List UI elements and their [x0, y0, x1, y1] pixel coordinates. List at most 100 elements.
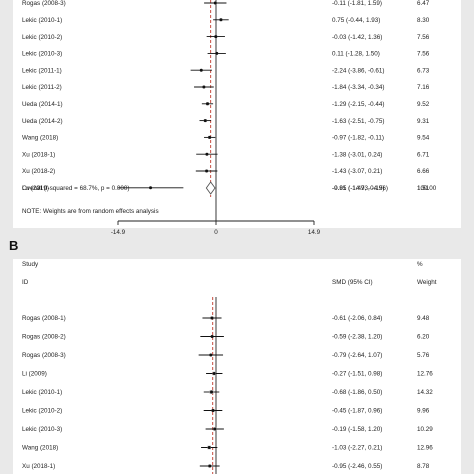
- ci-text: -9.95 (-14.93, -4.96): [332, 185, 388, 192]
- ci-text: -2.24 (-3.86, -0.61): [332, 67, 385, 74]
- study-label: Lekic (2010-2): [22, 34, 62, 41]
- x-tick-label: -14.9: [111, 229, 126, 236]
- weight-text: 12.76: [417, 371, 433, 378]
- ci-text: -0.79 (-2.64, 1.07): [332, 352, 382, 359]
- x-tick-label: 14.9: [308, 229, 321, 236]
- point-estimate: [213, 427, 217, 431]
- weight-text: 9.52: [417, 101, 430, 108]
- weight-text: 6.20: [417, 334, 430, 341]
- study-label: Lekic (2011-2): [22, 84, 62, 91]
- header-percent: %: [417, 261, 423, 268]
- point-estimate: [219, 18, 223, 22]
- study-label: Wang (2018): [22, 445, 58, 452]
- study-label: Rogas (2008-3): [22, 352, 66, 359]
- ci-text: -0.45 (-1.87, 0.96): [332, 408, 382, 415]
- weight-text: 6.73: [417, 67, 430, 74]
- ci-text: -1.38 (-3.01, 0.24): [332, 151, 382, 158]
- point-estimate: [203, 119, 207, 123]
- study-label: Rogas (2008-3): [22, 0, 66, 7]
- weight-text: 7.16: [417, 84, 430, 91]
- point-estimate: [205, 169, 209, 173]
- weight-text: 7.56: [417, 51, 430, 58]
- ci-text: -0.95 (-2.46, 0.55): [332, 463, 382, 470]
- point-estimate: [215, 51, 219, 55]
- weight-text: 6.47: [417, 0, 430, 7]
- x-tick-label: 0: [214, 229, 218, 236]
- weight-text: 8.30: [417, 17, 430, 24]
- point-estimate: [210, 316, 214, 320]
- study-label: Lekic (2010-1): [22, 17, 62, 24]
- point-estimate: [210, 335, 214, 338]
- study-label: Li (2009): [22, 371, 47, 378]
- point-estimate: [208, 464, 212, 468]
- weight-text: 9.54: [417, 135, 430, 142]
- ci-text: -1.84 (-3.34, -0.34): [332, 84, 385, 91]
- weight-text: 8.78: [417, 463, 430, 470]
- study-label: Lekic (2010-2): [22, 408, 62, 415]
- ci-text: -1.03 (-2.27, 0.21): [332, 445, 382, 452]
- weight-text: 1.51: [417, 185, 430, 192]
- ci-text: -0.19 (-1.58, 1.20): [332, 426, 382, 433]
- ci-text: 0.75 (-0.44, 1.93): [332, 17, 380, 24]
- ci-text: -0.03 (-1.42, 1.36): [332, 34, 382, 41]
- weight-text: 9.48: [417, 315, 430, 322]
- point-estimate: [209, 353, 213, 357]
- study-label: Lekic (2011-1): [22, 67, 62, 74]
- header-id: ID: [22, 279, 29, 286]
- point-estimate: [206, 102, 210, 106]
- ci-text: -0.61 (-2.06, 0.84): [332, 315, 382, 322]
- weight-text: 9.31: [417, 118, 430, 125]
- ci-text: 0.11 (-1.28, 1.50): [332, 51, 380, 58]
- weight-text: 10.29: [417, 426, 433, 433]
- study-label: Lekic (2010-3): [22, 426, 62, 433]
- study-label: Wang (2018): [22, 135, 58, 142]
- overall-diamond: [205, 181, 216, 195]
- study-label: Xu (2018-2): [22, 168, 55, 175]
- weights-note: NOTE: Weights are from random effects an…: [22, 208, 159, 215]
- ci-text: -1.29 (-2.15, -0.44): [332, 101, 385, 108]
- weight-text: 9.96: [417, 408, 430, 415]
- header-ci: SMD (95% CI): [332, 279, 373, 286]
- overall-label: Overall (I-squared = 68.7%, p = 0.000): [22, 185, 129, 192]
- study-label: Lekic (2010-3): [22, 51, 62, 58]
- panel-background: [13, 259, 461, 474]
- study-label: Rogas (2008-1): [22, 315, 66, 322]
- overall-weight-text: 100.00: [417, 185, 437, 192]
- ci-text: -1.43 (-3.07, 0.21): [332, 168, 382, 175]
- study-label: Lekic (2010-1): [22, 389, 62, 396]
- point-estimate: [202, 85, 206, 89]
- study-label: Xu (2018-1): [22, 151, 55, 158]
- overall-ci-text: -0.81 (-1.47, -0.15): [332, 185, 385, 192]
- ci-text: -1.63 (-2.51, -0.75): [332, 118, 385, 125]
- weight-text: 6.71: [417, 151, 430, 158]
- weight-text: 14.32: [417, 389, 433, 396]
- point-estimate: [214, 35, 218, 39]
- ci-text: -0.68 (-1.86, 0.50): [332, 389, 382, 396]
- weight-text: 7.56: [417, 34, 430, 41]
- point-estimate: [213, 1, 217, 5]
- study-label: Ueda (2014-1): [22, 101, 63, 108]
- weight-text: 12.96: [417, 445, 433, 452]
- ci-text: -0.11 (-1.81, 1.59): [332, 0, 382, 7]
- weight-text: 6.66: [417, 168, 430, 175]
- point-estimate: [212, 372, 216, 375]
- point-estimate: [207, 446, 211, 449]
- ci-text: -0.97 (-1.82, -0.11): [332, 135, 384, 142]
- point-estimate: [149, 186, 153, 190]
- panel-background: [13, 0, 461, 228]
- study-label: Ueda (2014-2): [22, 118, 63, 125]
- weight-text: 5.76: [417, 352, 430, 359]
- header-study: Study: [22, 261, 39, 268]
- point-estimate: [211, 409, 215, 412]
- study-label: Xu (2018-1): [22, 463, 55, 470]
- header-weight: Weight: [417, 279, 437, 286]
- ci-text: -0.59 (-2.38, 1.20): [332, 334, 382, 341]
- point-estimate: [205, 152, 209, 156]
- panel-letter: B: [9, 238, 18, 253]
- point-estimate: [210, 390, 214, 394]
- study-label: Rogas (2008-2): [22, 334, 66, 341]
- ci-text: -0.27 (-1.51, 0.98): [332, 371, 382, 378]
- point-estimate: [208, 135, 212, 139]
- study-label: Lu (2019): [22, 185, 49, 192]
